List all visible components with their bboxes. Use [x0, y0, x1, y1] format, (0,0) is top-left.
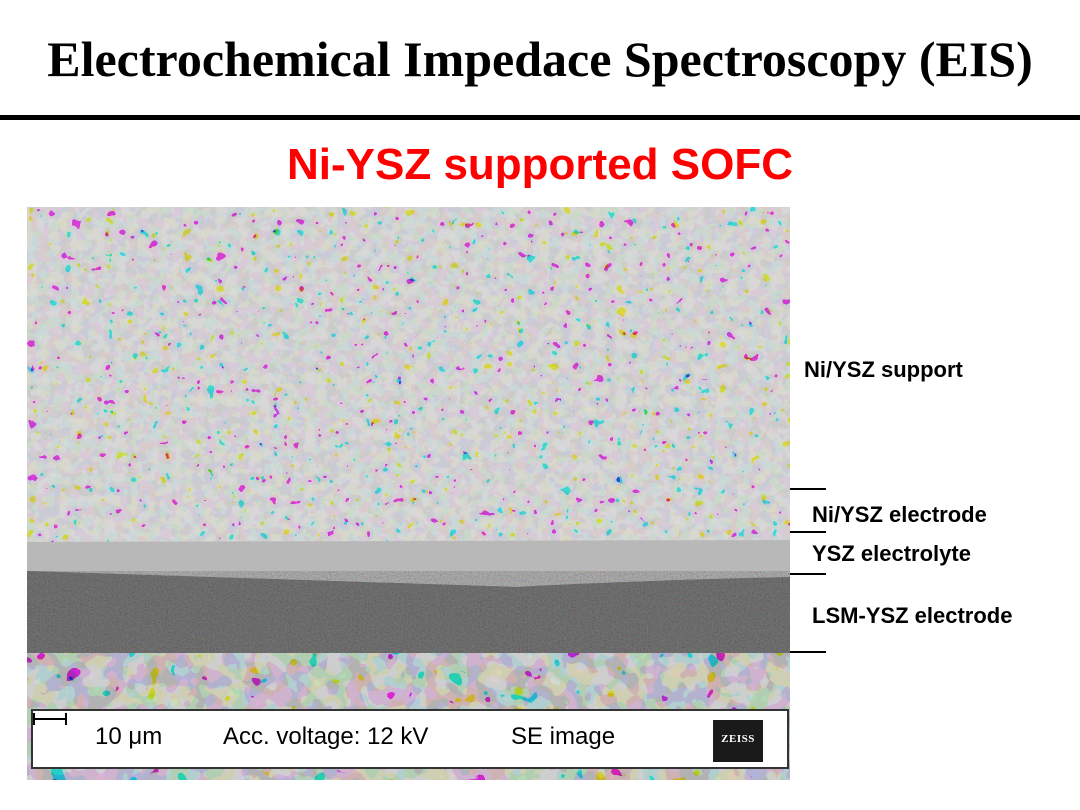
scale-label: 10 μm — [95, 723, 163, 750]
label-lsm-ysz-electrode: LSM-YSZ electrode — [812, 603, 1013, 628]
leader-line-electrode — [790, 531, 826, 533]
label-ni-ysz-support: Ni/YSZ support — [804, 357, 963, 382]
slide-subtitle: Ni-YSZ supported SOFC — [287, 140, 793, 189]
leader-line-cathode — [790, 651, 826, 653]
sem-info-bar: 10 μm Acc. voltage: 12 kV SE image ZEISS — [31, 709, 789, 769]
label-ni-ysz-electrode: Ni/YSZ electrode — [812, 502, 987, 527]
leader-line-support — [790, 488, 826, 490]
scale-bar-icon — [33, 713, 67, 725]
zeiss-logo: ZEISS — [713, 720, 763, 762]
title-divider — [0, 115, 1080, 120]
micrograph-texture — [27, 207, 790, 780]
label-ysz-electrolyte: YSZ electrolyte — [812, 541, 971, 566]
slide-title: Electrochemical Impedace Spectroscopy (E… — [47, 31, 1033, 87]
sem-micrograph: 10 μm Acc. voltage: 12 kV SE image ZEISS — [27, 207, 790, 780]
mode-label: SE image — [511, 723, 616, 750]
voltage-label: Acc. voltage: 12 kV — [223, 723, 429, 750]
leader-line-electrolyte — [790, 573, 826, 575]
